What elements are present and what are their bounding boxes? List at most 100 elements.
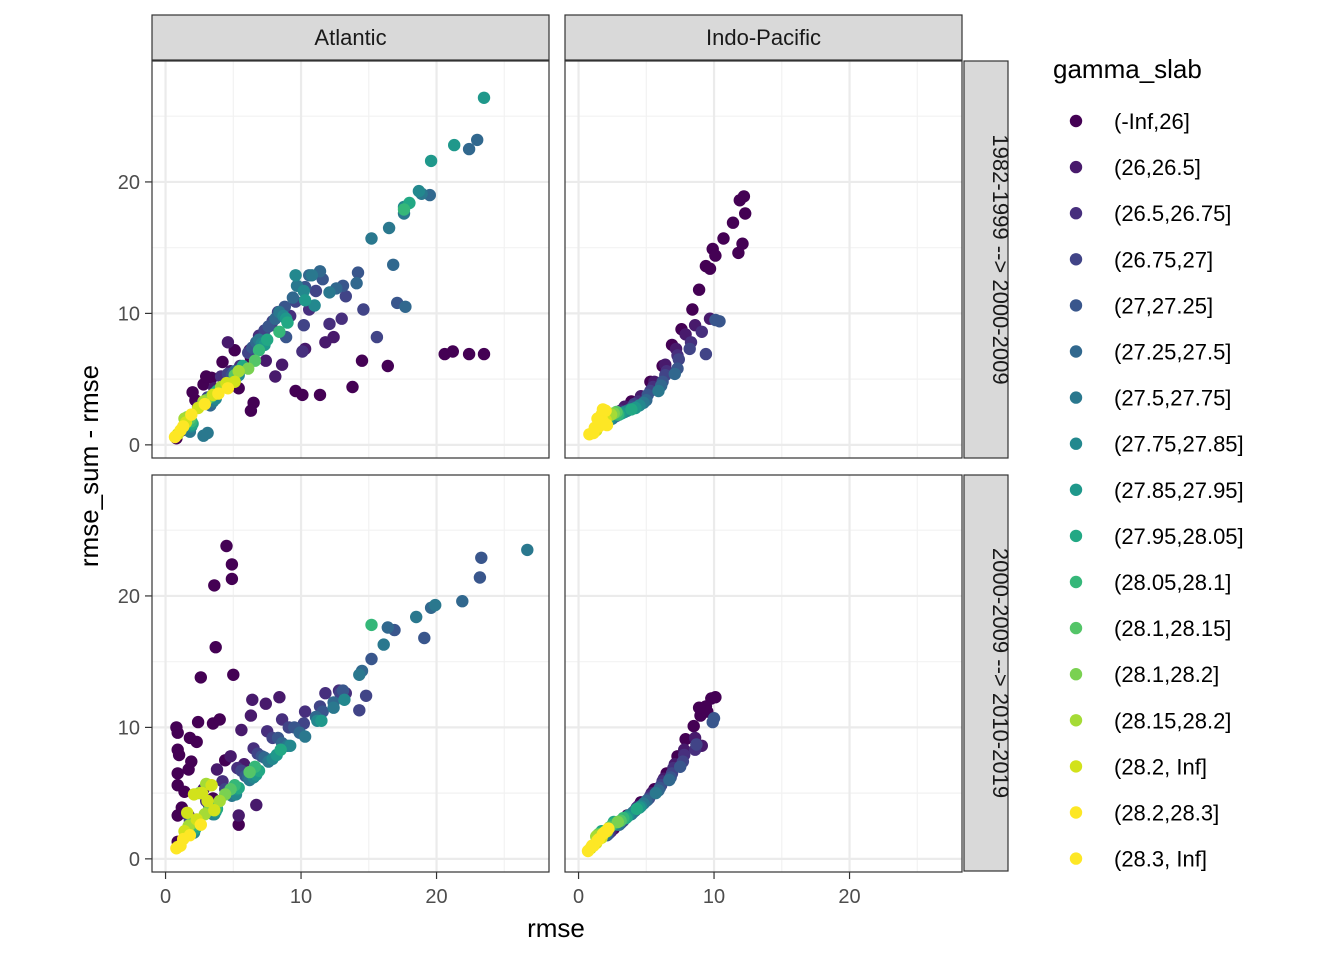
- data-point: [429, 598, 442, 612]
- plot-panels: [151, 60, 963, 873]
- legend-item: (28.2, Inf]: [1069, 754, 1207, 779]
- panel-atlantic-row1: [151, 60, 550, 459]
- data-point: [462, 347, 476, 361]
- strip-label-atlantic: Atlantic: [314, 25, 386, 50]
- data-point: [213, 713, 226, 726]
- legend-swatch: [1069, 207, 1083, 220]
- data-point: [220, 539, 233, 553]
- data-point: [269, 370, 282, 383]
- panel-background: [565, 61, 962, 458]
- data-point: [692, 283, 706, 296]
- legend-label: (27.25,27.5]: [1114, 340, 1231, 365]
- data-point: [313, 388, 327, 402]
- data-point: [243, 765, 256, 779]
- data-point: [208, 804, 221, 817]
- data-point: [225, 558, 239, 571]
- legend-swatch: [1069, 668, 1083, 681]
- legend-item: (26.5,26.75]: [1069, 201, 1231, 226]
- data-point: [259, 697, 272, 710]
- legend-label: (26,26.5]: [1114, 155, 1201, 180]
- data-point: [410, 610, 423, 624]
- legend-items: (-Inf,26] (26,26.5] (26.5,26.75] (26.75,27]…: [1069, 109, 1244, 872]
- data-point: [382, 221, 396, 235]
- data-point: [194, 818, 207, 831]
- data-point: [315, 714, 328, 727]
- data-point: [365, 232, 378, 245]
- data-point: [170, 842, 183, 855]
- legend-swatch: [1069, 714, 1083, 727]
- data-point: [181, 806, 194, 819]
- data-point: [387, 258, 400, 271]
- legend-swatch: [1069, 345, 1083, 358]
- legend-swatch: [1069, 299, 1083, 312]
- legend-item: (28.3, Inf]: [1069, 847, 1207, 872]
- data-point: [611, 815, 624, 829]
- points-group: [583, 190, 752, 441]
- x-axis-title: rmse: [527, 913, 585, 943]
- data-point: [185, 408, 198, 421]
- legend-item: (27.5,27.75]: [1069, 386, 1231, 411]
- data-point: [298, 730, 312, 743]
- data-point: [296, 345, 309, 358]
- data-point: [668, 367, 681, 381]
- data-point: [357, 303, 370, 316]
- legend-label: (-Inf,26]: [1114, 109, 1190, 134]
- data-point: [172, 748, 186, 762]
- data-point: [596, 403, 610, 416]
- data-point: [346, 380, 359, 394]
- data-point: [339, 290, 352, 303]
- strip-row-1982-2009: 1982-1999 --> 2000-2009: [963, 60, 1013, 459]
- legend-swatch: [1069, 253, 1083, 266]
- data-point: [703, 262, 717, 275]
- data-point: [281, 316, 294, 329]
- data-point: [412, 184, 426, 198]
- data-point: [726, 216, 740, 229]
- data-point: [221, 382, 235, 395]
- data-point: [327, 701, 340, 714]
- legend-swatch: [1069, 160, 1083, 174]
- legend-swatch: [1069, 575, 1083, 589]
- legend-item: (27.75,27.85]: [1069, 432, 1244, 457]
- panel-indo-pacific-row2: [564, 474, 963, 873]
- data-point: [381, 621, 394, 634]
- data-point: [335, 312, 348, 325]
- legend-swatch: [1069, 806, 1083, 819]
- panel-border: [151, 60, 550, 459]
- data-point: [336, 684, 350, 697]
- y-tick-label: 0: [129, 849, 140, 871]
- x-tick-label: 20: [425, 886, 447, 908]
- data-point: [244, 404, 258, 417]
- data-point: [297, 284, 310, 298]
- data-point: [205, 779, 218, 792]
- strip-label-indo-pacific: Indo-Pacific: [706, 25, 821, 50]
- legend-item: (28.05,28.1]: [1069, 570, 1231, 595]
- strip-indo-pacific: Indo-Pacific: [564, 14, 963, 61]
- data-point: [168, 430, 182, 444]
- data-point: [177, 420, 190, 433]
- data-point: [687, 719, 700, 733]
- legend-item: (26.75,27]: [1069, 247, 1213, 272]
- data-point: [351, 266, 365, 279]
- data-point: [353, 668, 366, 681]
- data-point: [709, 249, 722, 262]
- legend-label: (28.15,28.2]: [1114, 708, 1231, 733]
- data-point: [244, 709, 258, 722]
- data-point: [191, 715, 205, 729]
- data-point: [261, 333, 274, 346]
- points-group: [168, 91, 491, 445]
- y-tick-label: 10: [118, 303, 140, 325]
- data-point: [224, 750, 237, 763]
- data-point: [171, 726, 184, 739]
- data-point: [232, 365, 245, 378]
- legend-label: (27.5,27.75]: [1114, 386, 1231, 411]
- strip-label-row-2: 2000-2009 --> 2010-2019: [988, 548, 1013, 798]
- legend-swatch: [1069, 437, 1083, 450]
- legend-label: (28.3, Inf]: [1114, 847, 1207, 872]
- data-point: [186, 386, 199, 399]
- y-axis-title: rmse_sum - rmse: [74, 365, 104, 567]
- data-point: [692, 701, 706, 714]
- x-tick-label: 0: [160, 886, 171, 908]
- data-point: [739, 207, 752, 220]
- data-point: [477, 91, 491, 105]
- data-point: [649, 786, 662, 800]
